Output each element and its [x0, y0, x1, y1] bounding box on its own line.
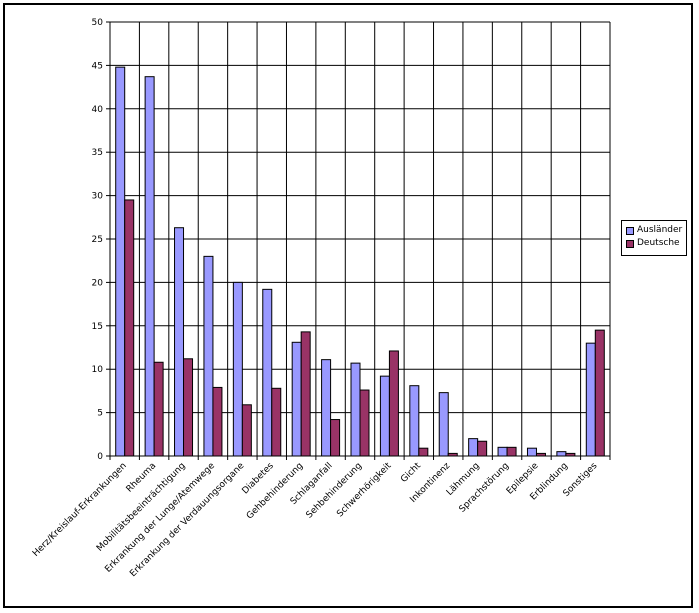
y-tick-label: 30: [92, 192, 104, 202]
y-tick-label: 5: [97, 409, 103, 419]
y-tick-label: 40: [92, 105, 104, 115]
bar-auslander-erkrankung-der-verdauungsorgane: [232, 281, 243, 457]
y-tick-label: 50: [92, 18, 104, 28]
y-tick-labels: 0 5 10 15 20 25 30 35 40 45 50: [92, 18, 104, 462]
bar-auslander-erblindung: [556, 451, 567, 457]
x-tick-label-schwerhorigkeit: Schwerhörigkeit: [335, 461, 394, 520]
bar-auslander-mobilitatsbeeintrachtigung: [174, 227, 185, 457]
x-category-labels: Herz/Kreislauf-ErkrankungenRheumaMobilit…: [31, 461, 600, 579]
bar-auslander-epilepsie: [526, 447, 537, 457]
bar-auslander-schwerhorigkeit: [379, 375, 390, 457]
bar-auslander-diabetes: [262, 288, 273, 457]
legend-item-auslaender: Ausländer: [626, 224, 682, 237]
x-tick-label-gicht: Gicht: [399, 461, 423, 485]
bar-deutsche-schwerhorigkeit: [388, 350, 399, 457]
bar-auslander-gicht: [409, 385, 420, 457]
bar-deutsche-herz-kreislauf-erkrankungen: [124, 199, 135, 457]
legend-item-deutsche: Deutsche: [626, 237, 682, 250]
bars: [115, 66, 605, 457]
bar-auslander-erkrankung-der-lunge-atemwege: [203, 255, 214, 457]
bar-deutsche-mobilitatsbeeintrachtigung: [183, 358, 194, 457]
bar-deutsche-erkrankung-der-lunge-atemwege: [212, 386, 223, 457]
chart-legend: Ausländer Deutsche: [621, 220, 687, 256]
bar-auslander-sprachstorung: [497, 446, 508, 457]
bar-deutsche-sehbehinderung: [359, 389, 370, 457]
bar-auslander-lahmung: [468, 438, 479, 457]
bar-deutsche-gicht: [418, 447, 429, 457]
bar-auslander-schlaganfall: [321, 359, 332, 457]
bar-deutsche-schlaganfall: [330, 419, 341, 457]
bar-deutsche-sprachstorung: [506, 446, 517, 457]
legend-label-deutsche: Deutsche: [637, 238, 680, 248]
y-tick-label: 45: [92, 61, 103, 71]
y-tick-label: 15: [92, 322, 103, 332]
gridlines: [109, 21, 611, 456]
y-tick-label: 0: [97, 452, 103, 462]
bar-deutsche-lahmung: [477, 440, 488, 457]
bar-deutsche-diabetes: [271, 387, 282, 457]
bar-auslander-herz-kreislauf-erkrankungen: [115, 66, 126, 457]
bar-auslander-gehbehinderung: [291, 341, 302, 457]
bar-auslander-inkontinenz: [438, 392, 449, 457]
y-tick-label: 35: [92, 148, 103, 158]
bar-auslander-rheuma: [144, 76, 155, 457]
x-tick-label-herz-kreislauf-erkrankungen: Herz/Kreislauf-Erkrankungen: [31, 461, 129, 559]
x-tick-label-erkrankung-der-lunge-atemwege: Erkrankung der Lunge/Atemwege: [103, 461, 217, 575]
bar-deutsche-sonstiges: [594, 329, 605, 457]
bar-deutsche-gehbehinderung: [300, 331, 311, 457]
axes: [106, 21, 611, 460]
legend-swatch-deutsche: [626, 239, 634, 248]
bar-auslander-sonstiges: [585, 342, 596, 457]
legend-label-auslaender: Ausländer: [637, 225, 683, 235]
bar-auslander-sehbehinderung: [350, 362, 361, 457]
y-tick-label: 20: [92, 278, 104, 288]
y-tick-label: 10: [92, 365, 104, 375]
bar-deutsche-rheuma: [153, 361, 164, 457]
legend-swatch-auslaender: [626, 226, 634, 235]
x-tick-label-sehbehinderung: Sehbehinderung: [305, 461, 365, 521]
y-tick-label: 25: [92, 235, 103, 245]
bar-deutsche-erkrankung-der-verdauungsorgane: [241, 404, 252, 457]
